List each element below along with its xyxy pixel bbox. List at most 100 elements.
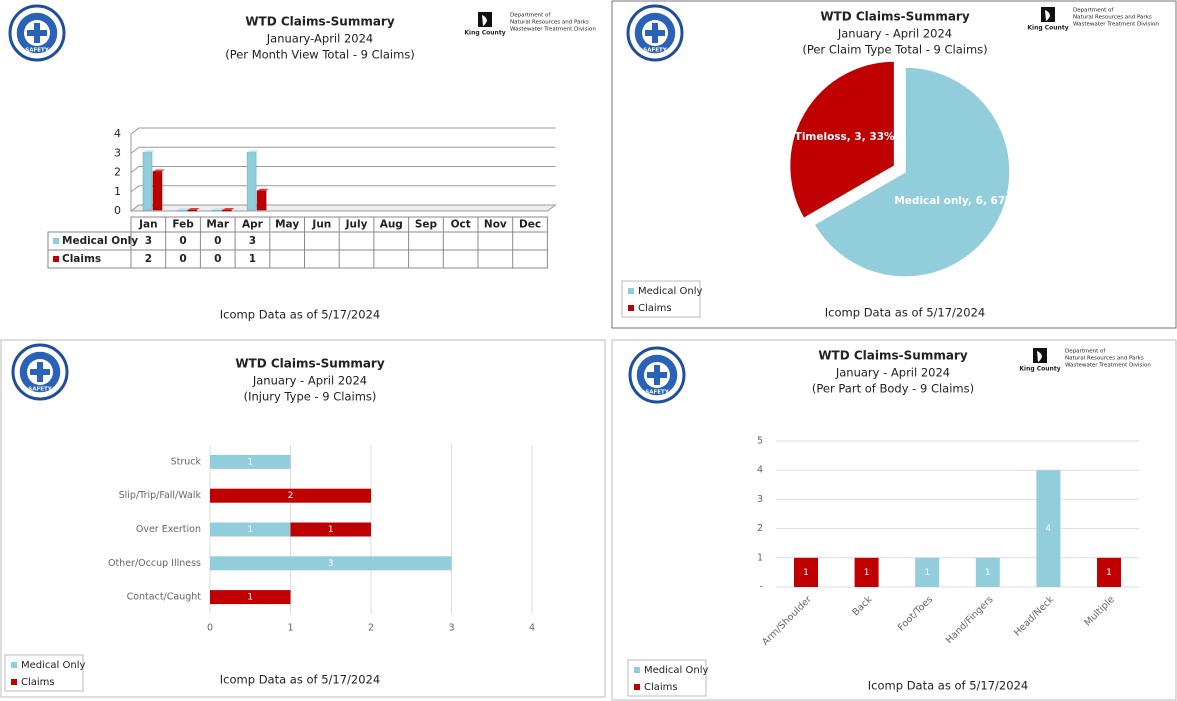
department-text: Natural Resources and Parks xyxy=(1065,356,1144,362)
grid-line xyxy=(130,166,556,173)
county-icon-face xyxy=(1045,10,1050,21)
legend-box xyxy=(4,654,84,692)
safety-cross xyxy=(647,365,667,385)
y-tick-label: 2 xyxy=(757,523,763,534)
x-tick-label: Back xyxy=(850,594,874,618)
y-tick-label: 4 xyxy=(757,465,763,476)
x-tick-label: Foot/Toes xyxy=(896,594,935,633)
y-tick-label: 3 xyxy=(114,146,121,159)
data-label: 1 xyxy=(247,525,253,535)
chart-title: WTD Claims-Summary xyxy=(235,357,385,371)
x-tick-label: 2 xyxy=(368,623,374,634)
department-text: Natural Resources and Parks xyxy=(1073,15,1152,21)
x-tick-label: 4 xyxy=(529,623,535,634)
footnote: Icomp Data as of 5/17/2024 xyxy=(220,308,380,322)
y-tick-label: - xyxy=(760,582,763,593)
x-tick-label: Apr xyxy=(242,219,264,231)
data-label: 1 xyxy=(864,568,870,578)
bar xyxy=(142,152,153,211)
bar xyxy=(210,590,291,605)
data-label: 3 xyxy=(328,559,334,569)
panel-border xyxy=(611,339,1177,701)
chart-subtitle: January - April 2024 xyxy=(252,374,367,388)
y-tick-label: 5 xyxy=(757,436,763,447)
bar xyxy=(210,522,291,537)
legend-label: Medical Only xyxy=(62,235,138,247)
y-tick-label: Over Exertion xyxy=(136,524,201,535)
x-tick-label: Feb xyxy=(172,219,194,231)
table-value: 2 xyxy=(145,253,152,265)
x-tick-label: Nov xyxy=(484,219,507,231)
x-tick-label: Hand/Fingers xyxy=(944,594,996,646)
bar xyxy=(187,209,197,212)
chart-title: WTD Claims-Summary xyxy=(818,349,968,363)
data-label: 1 xyxy=(247,457,253,467)
bar xyxy=(256,190,267,211)
chart-subtitle: January - April 2024 xyxy=(835,366,950,380)
x-tick-label: Oct xyxy=(451,219,471,231)
footnote: Icomp Data as of 5/17/2024 xyxy=(220,673,380,687)
legend-label: Claims xyxy=(638,303,672,314)
chart-subtitle: January-April 2024 xyxy=(266,32,374,46)
legend-swatch xyxy=(53,256,59,262)
table-value: 0 xyxy=(214,253,221,265)
bar xyxy=(975,557,1000,587)
bar xyxy=(246,152,257,211)
y-tick-label: 1 xyxy=(757,552,763,563)
x-tick-label: Head/Neck xyxy=(1012,594,1057,639)
panel-border xyxy=(611,0,1177,329)
x-tick-label: Mar xyxy=(206,219,230,231)
data-label: 4 xyxy=(1046,524,1052,534)
legend-swatch xyxy=(634,684,640,690)
legend-box xyxy=(627,659,707,697)
bar-top xyxy=(187,208,200,210)
legend-label: Medical Only xyxy=(638,286,702,297)
legend-box xyxy=(621,280,701,318)
badge-text: SAFETY xyxy=(25,48,49,54)
county-name: King County xyxy=(1027,25,1068,32)
department-text: Department of xyxy=(1073,8,1114,14)
x-tick-label: May xyxy=(275,219,299,231)
bar xyxy=(290,522,371,537)
y-tick-label: Slip/Trip/Fall/Walk xyxy=(119,490,202,501)
data-label: 1 xyxy=(247,593,253,603)
bar xyxy=(210,488,371,503)
grid-line xyxy=(130,127,556,135)
x-tick-label: Multiple xyxy=(1082,594,1117,629)
legend-label: Medical Only xyxy=(644,665,708,676)
bar xyxy=(794,557,818,587)
legend-swatch xyxy=(53,238,59,244)
table-value: 0 xyxy=(214,235,221,247)
y-tick-label: 1 xyxy=(114,185,121,198)
grid-line xyxy=(130,146,556,154)
grid-line xyxy=(130,204,556,212)
y-tick-label: 3 xyxy=(757,494,763,505)
badge-text: SAFETY xyxy=(643,48,667,54)
legend-label: Medical Only xyxy=(21,660,85,671)
legend-label: Claims xyxy=(21,677,55,688)
x-tick-label: Arm/Shoulder xyxy=(760,594,814,648)
y-tick-label: Other/Occup Illness xyxy=(108,558,201,569)
bar xyxy=(854,557,879,587)
y-tick-label: Contact/Caught xyxy=(127,592,202,603)
data-label: 1 xyxy=(985,568,991,578)
pie-slice xyxy=(813,66,1011,278)
county-icon-face xyxy=(1037,351,1042,362)
data-label: 2 xyxy=(288,491,294,501)
data-label: 1 xyxy=(924,568,930,578)
safety-cross xyxy=(645,23,665,43)
table-value: 0 xyxy=(179,235,186,247)
data-label: 1 xyxy=(803,568,809,578)
badge-text: SAFETY xyxy=(645,390,669,396)
county-name: King County xyxy=(1019,366,1060,373)
bar xyxy=(1097,557,1121,587)
county-name: King County xyxy=(464,30,505,37)
bar-top xyxy=(247,150,260,153)
grid-line xyxy=(130,185,556,193)
legend-swatch xyxy=(11,662,17,668)
chart-subtitle: (Injury Type - 9 Claims) xyxy=(244,390,377,404)
bar-top xyxy=(257,188,270,191)
bar-top xyxy=(177,208,190,210)
data-label: 1 xyxy=(1106,568,1112,578)
bar xyxy=(222,209,232,212)
